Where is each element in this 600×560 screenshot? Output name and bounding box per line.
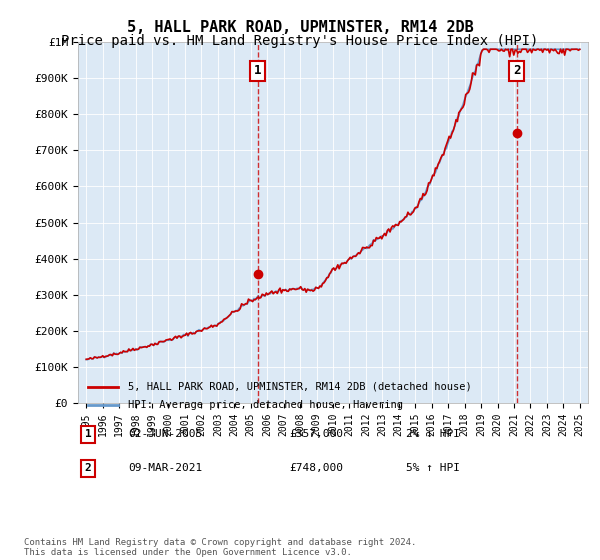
Text: 5% ↑ HPI: 5% ↑ HPI (406, 463, 460, 473)
Text: 5, HALL PARK ROAD, UPMINSTER, RM14 2DB: 5, HALL PARK ROAD, UPMINSTER, RM14 2DB (127, 20, 473, 35)
Text: Price paid vs. HM Land Registry's House Price Index (HPI): Price paid vs. HM Land Registry's House … (61, 34, 539, 48)
Text: 1: 1 (85, 429, 91, 439)
Text: 02-JUN-2005: 02-JUN-2005 (128, 429, 203, 439)
Text: £357,000: £357,000 (290, 429, 344, 439)
Text: 5, HALL PARK ROAD, UPMINSTER, RM14 2DB (detached house): 5, HALL PARK ROAD, UPMINSTER, RM14 2DB (… (128, 382, 472, 392)
Text: 1: 1 (254, 64, 262, 77)
Text: £748,000: £748,000 (290, 463, 344, 473)
Text: 2% ↓ HPI: 2% ↓ HPI (406, 429, 460, 439)
Text: 2: 2 (513, 64, 521, 77)
Text: 2: 2 (85, 463, 91, 473)
Text: 09-MAR-2021: 09-MAR-2021 (128, 463, 203, 473)
Text: Contains HM Land Registry data © Crown copyright and database right 2024.
This d: Contains HM Land Registry data © Crown c… (24, 538, 416, 557)
Text: HPI: Average price, detached house, Havering: HPI: Average price, detached house, Have… (128, 400, 403, 410)
